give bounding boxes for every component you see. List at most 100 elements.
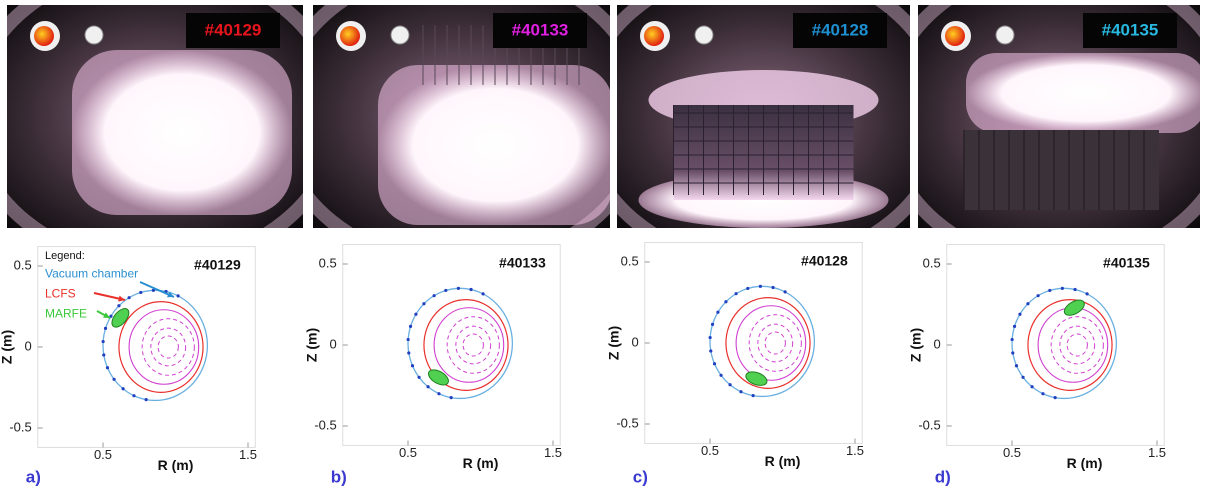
panel-letter: d): [935, 467, 951, 486]
shot-label: #40133: [512, 20, 569, 39]
r-axis-label: R (m): [158, 457, 194, 473]
plot-shot-label: #40135: [1103, 255, 1150, 271]
probe-dot: [128, 296, 131, 299]
panel-letter: c): [633, 467, 648, 486]
camera-photo: #40133: [277, 0, 645, 265]
probe-dot: [1061, 287, 1064, 290]
probe-dot: [709, 336, 712, 339]
probe-dot: [407, 338, 410, 341]
probe-dot: [102, 353, 105, 356]
plot-shot-label: #40133: [499, 255, 546, 271]
central-column: [964, 130, 1159, 210]
cross-section-plot: 0.50-0.50.51.5Z (m)R (m)a)#40129Legend:V…: [0, 247, 257, 487]
probe-dot: [735, 292, 738, 295]
flux-surface: [736, 306, 806, 381]
probe-dot: [1054, 396, 1057, 399]
probe-dot: [426, 385, 429, 388]
flux-surface-dashed: [456, 326, 491, 364]
probe-dot: [1030, 385, 1033, 388]
shot-label: #40135: [1102, 20, 1159, 39]
probe-dot: [457, 287, 460, 290]
logo-small: [391, 26, 409, 44]
flux-surface-dashed: [749, 315, 801, 372]
legend-item: LCFS: [45, 286, 76, 300]
flux-surface-dashed: [447, 317, 499, 374]
probe-dot: [121, 387, 124, 390]
legend-title: Legend:: [45, 250, 85, 262]
r-axis-label: R (m): [1067, 455, 1103, 471]
flux-surface: [1038, 308, 1108, 383]
z-tick-label: 0.5: [14, 257, 32, 272]
r-tick-label: 0.5: [399, 445, 417, 460]
logo: [644, 26, 664, 46]
cross-section-plot: 0.50-0.50.51.5Z (m)R (m)d)#40135: [907, 245, 1166, 487]
z-tick-label: 0: [25, 338, 32, 353]
probe-dot: [481, 292, 484, 295]
probe-dot: [422, 302, 425, 305]
probe-dot: [716, 311, 719, 314]
probe-dot: [469, 288, 472, 291]
flux-surface: [129, 310, 199, 385]
figure: #401290.50-0.50.51.5Z (m)R (m)a)#40129Le…: [0, 0, 1205, 488]
r-tick-label: 1.5: [1148, 445, 1166, 460]
logo-small: [85, 26, 103, 44]
z-axis-label: Z (m): [303, 328, 319, 362]
probe-dot: [414, 313, 417, 316]
probe-dot: [145, 398, 148, 401]
flux-surface-dashed: [1060, 326, 1095, 364]
panel-letter: b): [331, 467, 347, 486]
plot-frame: [947, 245, 1165, 446]
probe-dot: [112, 378, 115, 381]
camera-photo: #40128: [582, 0, 945, 265]
r-tick-label: 0.5: [701, 443, 719, 458]
panel-letter: a): [26, 467, 41, 486]
r-tick-label: 1.5: [544, 445, 562, 460]
plot-frame: [645, 243, 863, 444]
marfe: [744, 369, 769, 388]
z-tick-label: -0.5: [616, 415, 638, 430]
z-tick-label: -0.5: [918, 417, 940, 432]
z-axis-label: Z (m): [605, 326, 621, 360]
lcfs: [119, 302, 203, 393]
probe-dot: [139, 291, 142, 294]
z-tick-label: 0.5: [319, 255, 337, 270]
marfe: [426, 367, 451, 388]
z-tick-label: 0.5: [923, 255, 941, 270]
r-tick-label: 0.5: [1003, 445, 1021, 460]
camera-photo: #40135: [884, 0, 1205, 265]
probe-dot: [1013, 325, 1016, 328]
z-tick-label: -0.5: [9, 419, 31, 434]
legend-item: Vacuum chamber: [45, 266, 138, 280]
probe-dot: [719, 374, 722, 377]
probe-dot: [409, 325, 412, 328]
probe-dot: [433, 294, 436, 297]
probe-dot: [783, 290, 786, 293]
probe-dot: [752, 394, 755, 397]
probe-dot: [739, 390, 742, 393]
probe-dot: [411, 364, 414, 367]
flux-surface-dashed: [765, 332, 785, 354]
probe-dot: [1026, 302, 1029, 305]
r-axis-label: R (m): [765, 453, 801, 469]
probe-dot: [1021, 376, 1024, 379]
probe-dot: [759, 285, 762, 288]
plasma-glow: [966, 53, 1205, 133]
z-tick-label: 0: [330, 336, 337, 351]
probe-dot: [746, 287, 749, 290]
probe-dot: [104, 327, 107, 330]
probe-dot: [709, 349, 712, 352]
plot-frame: [343, 245, 561, 446]
z-tick-label: -0.5: [314, 417, 336, 432]
probe-dot: [1015, 364, 1018, 367]
probe-dot: [132, 394, 135, 397]
logo: [945, 26, 965, 46]
probe-dot: [102, 340, 105, 343]
r-axis-label: R (m): [463, 455, 499, 471]
probe-dot: [1011, 351, 1014, 354]
logo-small: [996, 26, 1014, 44]
lcfs: [726, 298, 810, 389]
r-tick-label: 1.5: [846, 443, 864, 458]
probe-dot: [417, 376, 420, 379]
flux-surface-dashed: [758, 324, 793, 362]
r-tick-label: 0.5: [94, 447, 112, 462]
